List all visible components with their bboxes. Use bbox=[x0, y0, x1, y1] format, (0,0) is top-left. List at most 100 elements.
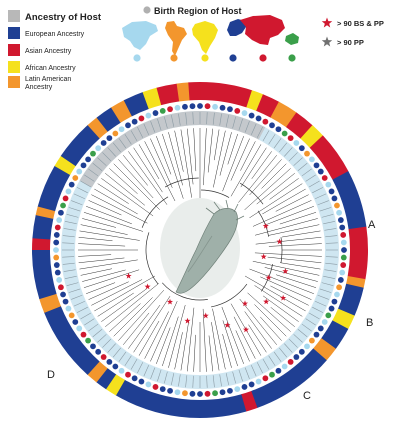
tip-label bbox=[157, 118, 162, 131]
tip-label bbox=[314, 193, 327, 200]
oceania-map-icon bbox=[285, 33, 299, 45]
clade-arc bbox=[164, 177, 199, 188]
tip-label bbox=[225, 373, 229, 386]
branch bbox=[133, 295, 171, 353]
latin-american-ancestry-label: Latin American Ancestry bbox=[25, 76, 73, 91]
tip-region-dot bbox=[293, 140, 300, 146]
tip-region-dot bbox=[152, 110, 159, 116]
tip-region-dot bbox=[328, 305, 335, 312]
tip-label bbox=[212, 112, 215, 125]
bootstrap-star-icon bbox=[265, 274, 272, 281]
tip-label bbox=[185, 112, 188, 125]
latin-america-map-icon bbox=[165, 21, 187, 56]
ancestry-ring-segment bbox=[44, 305, 100, 375]
clade-arc bbox=[239, 182, 264, 205]
tip-region-dot bbox=[68, 181, 75, 188]
branch bbox=[78, 257, 125, 264]
ancestry-ring-segment bbox=[321, 320, 349, 350]
tree-branches bbox=[78, 128, 322, 372]
branch bbox=[162, 133, 184, 199]
tip-label bbox=[92, 329, 103, 338]
ancestry-ring-segment bbox=[156, 83, 180, 106]
branch bbox=[162, 316, 179, 367]
ancestry-ring-segment bbox=[96, 367, 117, 390]
tip-region-dot bbox=[339, 269, 346, 276]
branch bbox=[249, 183, 303, 219]
tip-label bbox=[150, 121, 156, 133]
tip-label bbox=[64, 221, 77, 225]
tip-region-dot bbox=[56, 277, 63, 283]
branch bbox=[101, 178, 154, 217]
ancestry-ring-segment bbox=[250, 348, 327, 409]
demodex-mite-image bbox=[160, 198, 245, 298]
support-legend: > 90 BS & PP > 90 PP bbox=[321, 17, 384, 47]
ancestry-ring-segment bbox=[309, 135, 349, 180]
bootstrap-star-icon bbox=[224, 321, 231, 328]
branch bbox=[227, 133, 238, 165]
ancestry-ring-segment bbox=[54, 155, 76, 175]
tip-label bbox=[293, 334, 303, 343]
tip-label bbox=[124, 134, 132, 145]
ancestry-ring-segment bbox=[115, 379, 247, 418]
tip-region-dot bbox=[72, 175, 79, 181]
tip-region-dot bbox=[85, 337, 91, 344]
tip-label bbox=[92, 162, 103, 171]
tip-region-dot bbox=[100, 140, 107, 146]
ancestry-ring bbox=[32, 82, 368, 418]
branch bbox=[281, 230, 321, 238]
tip-region-dot bbox=[340, 254, 347, 261]
tip-label bbox=[62, 242, 75, 244]
tip-label bbox=[118, 351, 127, 362]
tip-label bbox=[305, 174, 316, 182]
ancestry-ring-segment bbox=[123, 91, 150, 117]
tip-region-dot bbox=[328, 188, 335, 195]
tip-label bbox=[297, 162, 308, 171]
branch bbox=[267, 256, 322, 264]
branch bbox=[279, 262, 321, 270]
tip-label bbox=[312, 306, 324, 313]
tip-region-dot bbox=[60, 291, 66, 298]
branch bbox=[211, 322, 220, 371]
tip-region-dot bbox=[159, 386, 166, 392]
branch bbox=[94, 188, 138, 215]
tip-region-dot bbox=[189, 390, 196, 397]
tip-region-dot bbox=[54, 224, 61, 231]
tip-label bbox=[84, 318, 95, 326]
tip-region-dot bbox=[227, 106, 233, 113]
branch bbox=[233, 316, 256, 359]
ancestry-ring-segment bbox=[105, 374, 125, 396]
tip-region-dot bbox=[106, 359, 113, 365]
tip-region-dot bbox=[95, 145, 102, 152]
tip-label bbox=[323, 275, 336, 279]
tip-label bbox=[206, 112, 208, 125]
branch bbox=[269, 178, 299, 200]
bootstrap-star-icon bbox=[184, 317, 191, 324]
branch bbox=[80, 224, 128, 235]
label-band-gray bbox=[79, 110, 266, 188]
ancestry-ring-segment bbox=[32, 237, 51, 250]
tip-region-dot bbox=[53, 262, 60, 268]
tip-region-dot bbox=[159, 108, 166, 114]
branch bbox=[78, 254, 112, 257]
tip-label bbox=[319, 207, 332, 212]
tip-region-dot bbox=[145, 112, 152, 119]
tip-region-dot bbox=[58, 209, 64, 216]
tip-label bbox=[163, 116, 168, 129]
tip-label bbox=[308, 180, 320, 188]
tip-label bbox=[279, 347, 288, 358]
branch bbox=[244, 311, 272, 349]
tip-label bbox=[143, 364, 150, 377]
tip-region-dot bbox=[336, 284, 342, 291]
tip-region-dot bbox=[262, 118, 269, 125]
tip-label bbox=[293, 157, 303, 166]
branch bbox=[91, 279, 143, 306]
clade-label-d: D bbox=[47, 369, 55, 381]
branch bbox=[180, 320, 190, 371]
tip-label bbox=[244, 121, 250, 133]
branch bbox=[94, 275, 156, 312]
ancestry-ring-segment bbox=[200, 82, 253, 108]
tip-label bbox=[171, 114, 175, 127]
tip-region-dot bbox=[325, 181, 332, 188]
tip-region-dot bbox=[275, 126, 282, 133]
branch bbox=[254, 304, 287, 337]
